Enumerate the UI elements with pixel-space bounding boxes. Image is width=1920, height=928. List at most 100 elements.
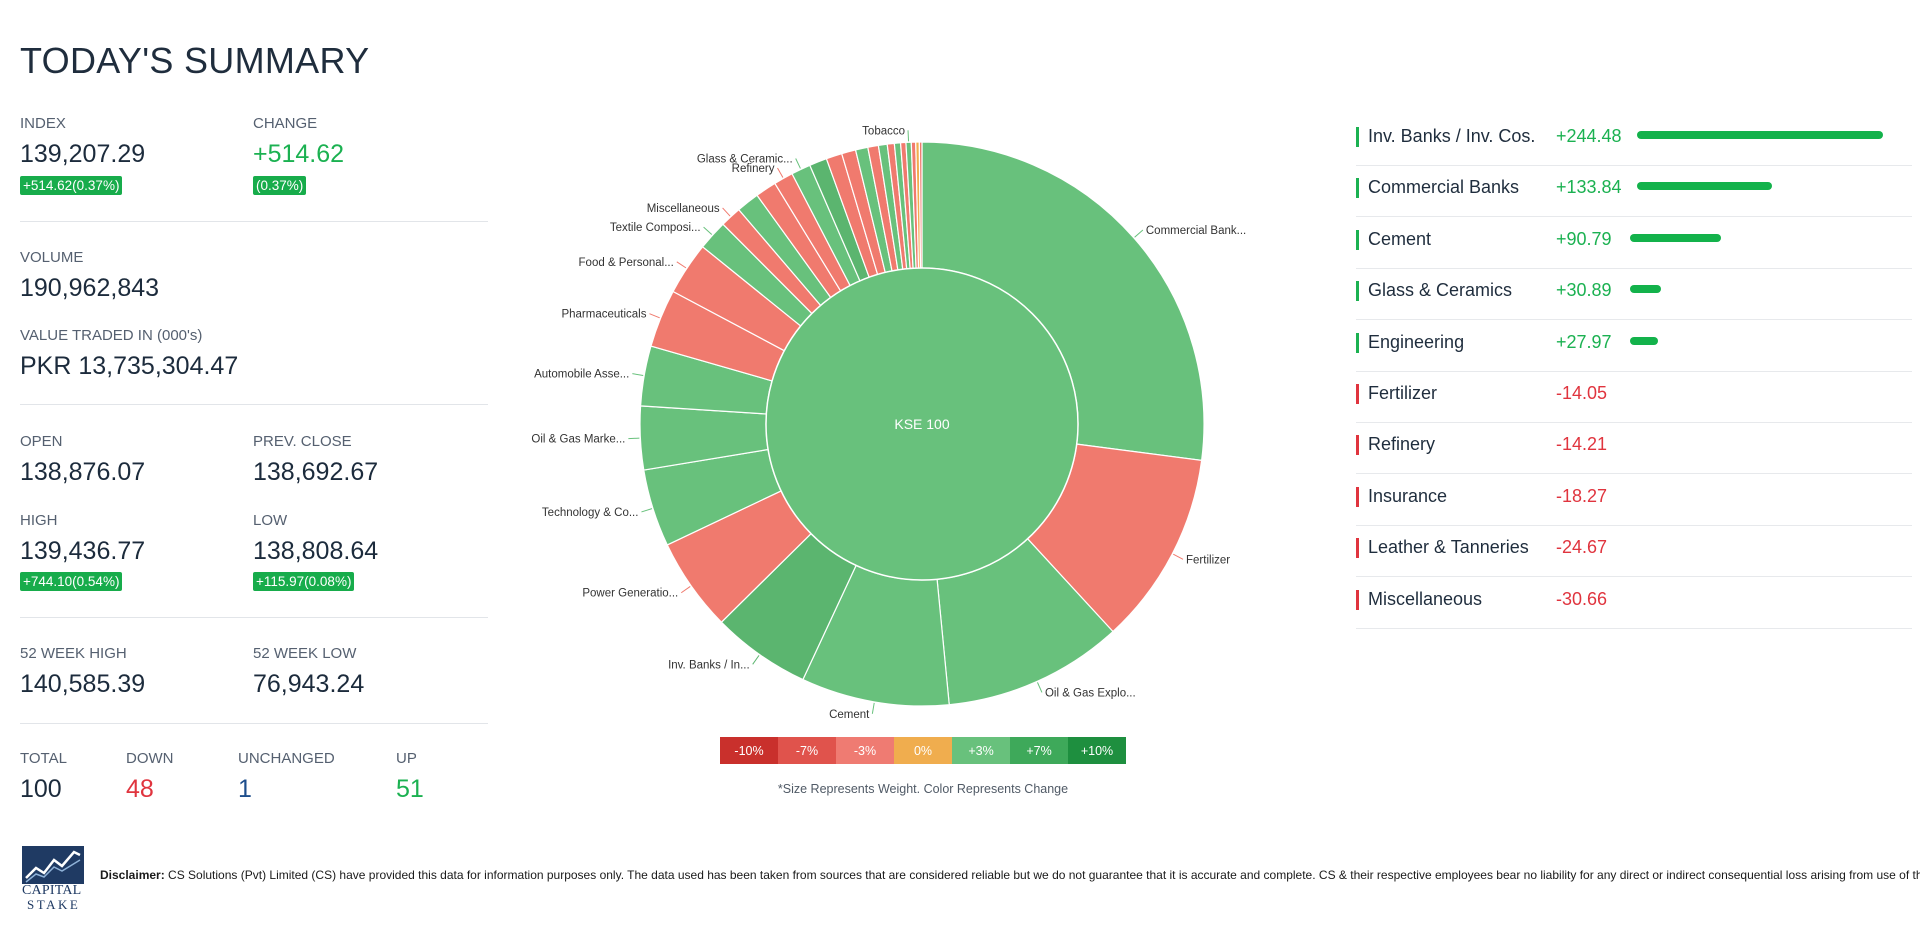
sector-change-bar	[1630, 285, 1661, 294]
slice-label: Fertilizer	[1186, 554, 1230, 566]
slice-label-leader	[641, 508, 653, 513]
down-value: 48	[126, 775, 154, 803]
disclaimer: Disclaimer: CS Solutions (Pvt) Limited (…	[100, 868, 1920, 882]
slice-label: Inv. Banks / In...	[668, 659, 750, 671]
week52-low-label: 52 WEEK LOW	[253, 645, 357, 662]
sector-name: Inv. Banks / Inv. Cos.	[1368, 126, 1536, 146]
sector-name: Fertilizer	[1368, 383, 1438, 403]
open-label: OPEN	[20, 433, 63, 450]
slice-label: Textile Composi...	[610, 222, 701, 234]
slice-label: Commercial Bank...	[1146, 225, 1246, 237]
slice-label-leader	[752, 655, 760, 665]
sector-name: Leather & Tanneries	[1368, 537, 1529, 558]
sector-change: -18.27	[1556, 485, 1608, 506]
legend-swatch: +10%	[1068, 737, 1126, 764]
sector-change: +133.84	[1556, 177, 1622, 198]
low-change-badge: +115.97(0.08%)	[253, 572, 355, 591]
slice-label: Automobile Asse...	[534, 369, 629, 381]
slice-label-leader	[795, 158, 801, 169]
total-value: 100	[20, 775, 62, 803]
index-label: INDEX	[20, 115, 66, 132]
slice-label: Pharmaceuticals	[561, 309, 646, 321]
sector-direction-marker	[1356, 127, 1359, 147]
slice-label: Oil & Gas Marke...	[531, 434, 625, 446]
sector-change: +27.97	[1556, 331, 1612, 352]
sector-row: Glass & Ceramics +30.89	[1356, 269, 1912, 321]
slice-label: Technology & Co...	[542, 507, 639, 519]
slice-label: Oil & Gas Explo...	[1045, 687, 1136, 699]
sector-direction-marker	[1356, 332, 1359, 353]
slice-label-leader	[871, 702, 875, 714]
total-label: TOTAL	[20, 750, 67, 767]
color-scale-legend: -10% -7% -3% 0% +3% +7% +10%	[720, 737, 1126, 764]
sector-name: Insurance	[1368, 485, 1448, 506]
disclaimer-text: CS Solutions (Pvt) Limited (CS) have pro…	[164, 868, 1920, 882]
change-value: +514.62	[253, 140, 345, 168]
sector-change-bar	[1637, 182, 1772, 191]
up-label: UP	[396, 750, 417, 767]
slice-label-leader	[676, 261, 687, 269]
sector-name: Refinery	[1368, 434, 1436, 455]
legend-swatch: -7%	[778, 737, 836, 764]
sector-direction-marker	[1356, 486, 1359, 507]
slice-label-leader	[1173, 553, 1184, 560]
slice-label: Tobacco	[862, 125, 905, 137]
disclaimer-label: Disclaimer:	[100, 868, 165, 882]
slice-label: Glass & Ceramic...	[697, 154, 793, 166]
index-value: 139,207.29	[20, 140, 146, 168]
sector-row: Inv. Banks / Inv. Cos. +244.48	[1356, 115, 1912, 166]
slice-label-leader	[1037, 682, 1043, 693]
sector-change: -24.67	[1556, 537, 1608, 558]
sector-change: -14.21	[1556, 434, 1608, 455]
divider	[20, 723, 488, 724]
sector-change-bar	[1630, 336, 1658, 345]
sector-change: +244.48	[1556, 126, 1622, 146]
legend-swatch: -3%	[836, 737, 894, 764]
index-change-badge: +514.62(0.37%)	[20, 176, 123, 195]
sector-change: -30.66	[1556, 588, 1608, 609]
sector-change-bar	[1637, 131, 1883, 139]
high-value: 139,436.77	[20, 537, 146, 565]
sector-direction-marker	[1356, 281, 1359, 302]
sector-name: Miscellaneous	[1368, 588, 1483, 609]
legend-swatch: +7%	[1010, 737, 1068, 764]
slice-label-leader	[722, 207, 731, 217]
divider	[20, 617, 488, 618]
high-change-badge: +744.10(0.54%)	[20, 572, 123, 591]
capital-stake-logo: CAPITAL STAKE	[20, 846, 86, 912]
legend-swatch: -10%	[720, 737, 778, 764]
sector-row: Commercial Banks +133.84	[1356, 166, 1912, 218]
sector-row: Leather & Tanneries -24.67	[1356, 526, 1912, 578]
slice-label-leader	[632, 373, 644, 377]
sector-direction-marker	[1356, 435, 1359, 456]
low-label: LOW	[253, 512, 288, 529]
sector-row: Cement +90.79	[1356, 218, 1912, 269]
sector-row: Engineering +27.97	[1356, 321, 1912, 372]
open-value: 138,876.07	[20, 458, 146, 486]
slice-label-leader	[1134, 229, 1144, 238]
capital-stake-logo-icon	[22, 846, 84, 884]
slice-label: Refinery	[732, 163, 775, 175]
up-value: 51	[396, 775, 424, 803]
sector-direction-marker	[1356, 589, 1359, 610]
sector-change: -14.05	[1556, 383, 1608, 403]
divider	[20, 221, 488, 222]
week52-low-value: 76,943.24	[253, 670, 365, 698]
slice-label: Cement	[829, 709, 870, 720]
chart-note: *Size Represents Weight. Color Represent…	[777, 782, 1069, 796]
logo-text-stake: STAKE	[27, 897, 81, 912]
unchanged-label: UNCHANGED	[238, 750, 335, 767]
sector-change: +90.79	[1556, 228, 1612, 249]
change-label: CHANGE	[253, 115, 318, 132]
sector-name: Glass & Ceramics	[1368, 280, 1513, 301]
sector-direction-marker	[1356, 538, 1359, 559]
logo-text-capital: CAPITAL	[22, 883, 82, 898]
page-title: TODAY'S SUMMARY	[20, 40, 370, 81]
week52-high-value: 140,585.39	[20, 670, 146, 698]
kse100-sunburst-chart: Commercial Bank... Fertilizer Oil & Gas Ex…	[531, 125, 1246, 720]
prev-close-value: 138,692.67	[253, 458, 379, 486]
sector-direction-marker	[1356, 229, 1359, 250]
sector-direction-marker	[1356, 384, 1359, 404]
legend-swatch: +3%	[952, 737, 1010, 764]
week52-high-label: 52 WEEK HIGH	[20, 645, 127, 662]
